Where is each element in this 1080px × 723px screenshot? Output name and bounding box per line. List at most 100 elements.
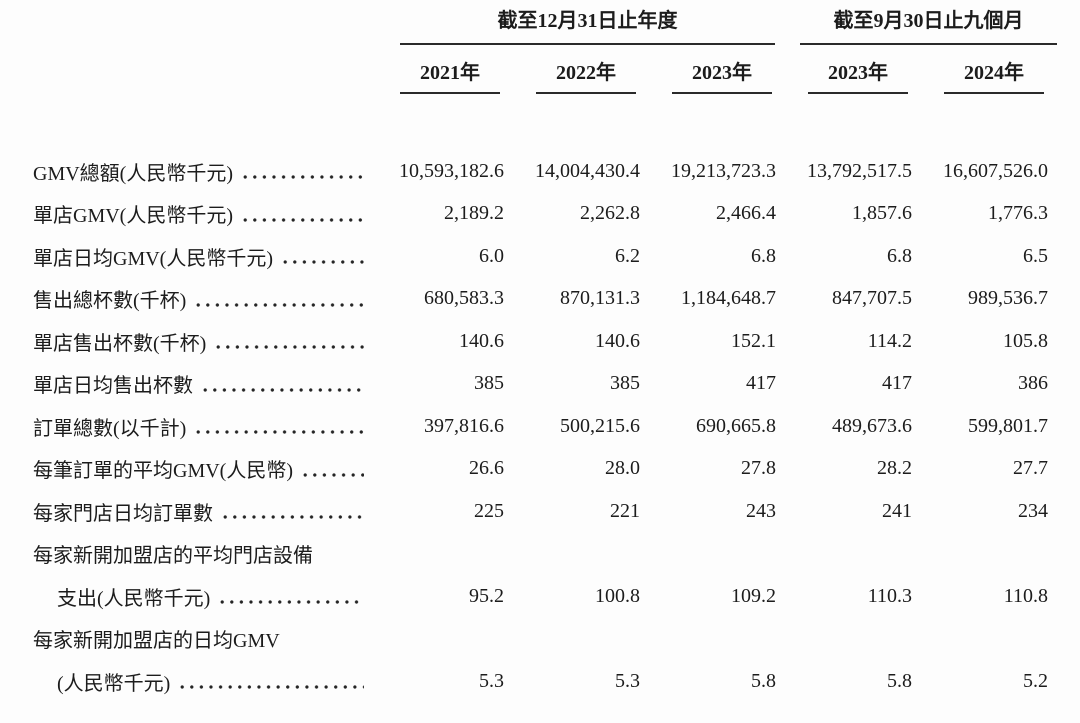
metric-value: 500,215.6 — [560, 414, 640, 437]
dot-leader — [303, 471, 364, 478]
column-header-2023-9m: 2023年 — [808, 60, 908, 94]
row-label: 單店日均GMV(人民幣千元) — [33, 247, 273, 270]
metric-value: 6.0 — [479, 244, 504, 267]
table-row: 訂單總數(以千計) 397,816.6 500,215.6 690,665.8 489,… — [33, 405, 1050, 448]
table-row: 單店售出杯數(千杯) 140.6 140.6 152.1 114.2 105.8 — [33, 320, 1050, 363]
row-label: (人民幣千元) — [57, 672, 171, 695]
metric-value: 6.8 — [887, 244, 912, 267]
row-label: 每家新開加盟店的平均門店設備 — [33, 545, 313, 568]
metric-value: 599,801.7 — [968, 414, 1048, 437]
dot-leader — [243, 174, 364, 181]
table-row: 每家新開加盟店的日均GMV — [33, 618, 1050, 661]
metric-value: 385 — [610, 372, 640, 395]
row-label: 每家門店日均訂單數 — [33, 502, 213, 525]
table-header-groups: 截至12月31日止年度 截至9月30日止九個月 — [33, 8, 1057, 45]
metric-value: 870,131.3 — [560, 287, 640, 310]
metric-value: 13,792,517.5 — [807, 159, 912, 182]
metric-value: 6.5 — [1023, 244, 1048, 267]
metric-value: 1,776.3 — [988, 202, 1048, 225]
table-row: 每家門店日均訂單數 225 221 243 241 234 — [33, 490, 1050, 533]
row-label: 支出(人民幣千元) — [57, 587, 211, 610]
column-group-nine-months-sep30: 截至9月30日止九個月 — [800, 8, 1057, 45]
metric-value: 2,189.2 — [444, 202, 504, 225]
metric-value: 5.2 — [1023, 669, 1048, 692]
metric-value: 95.2 — [469, 584, 504, 607]
metric-value: 5.8 — [751, 669, 776, 692]
table-body: GMV總額(人民幣千元) 10,593,182.6 14,004,430.4 19,2… — [33, 150, 1050, 703]
dot-leader — [223, 514, 364, 521]
row-label: GMV總額(人民幣千元) — [33, 162, 233, 185]
dot-leader — [243, 216, 364, 223]
table-row: 售出總杯數(千杯) 680,583.3 870,131.3 1,184,648.7 84… — [33, 278, 1050, 321]
dot-leader — [180, 684, 364, 691]
metric-value: 19,213,723.3 — [671, 159, 776, 182]
metric-value: 397,816.6 — [424, 414, 504, 437]
metric-value: 1,857.6 — [852, 202, 912, 225]
metric-value: 5.3 — [615, 669, 640, 692]
row-label-cell: 支出(人民幣千元) — [33, 575, 370, 618]
metric-value: 6.2 — [615, 244, 640, 267]
row-label: 單店售出杯數(千杯) — [33, 332, 207, 355]
table-row: 每家新開加盟店的平均門店設備 — [33, 533, 1050, 576]
column-group-title: 截至9月30日止九個月 — [833, 10, 1024, 32]
metric-value: 14,004,430.4 — [535, 159, 640, 182]
header-label-column-spacer — [33, 60, 370, 94]
metric-value: 140.6 — [595, 329, 640, 352]
row-label-cell: 每筆訂單的平均GMV(人民幣) — [33, 448, 370, 491]
metric-value: 5.3 — [479, 669, 504, 692]
metric-value: 6.8 — [751, 244, 776, 267]
row-label: 訂單總數(以千計) — [33, 417, 187, 440]
metric-value: 28.0 — [605, 457, 640, 480]
metric-value: 110.8 — [1003, 584, 1048, 607]
metric-value: 225 — [474, 499, 504, 522]
column-header-2024-9m: 2024年 — [944, 60, 1044, 94]
row-label-cell: 單店日均GMV(人民幣千元) — [33, 235, 370, 278]
metric-value: 140.6 — [459, 329, 504, 352]
table-row: 單店GMV(人民幣千元) 2,189.2 2,262.8 2,466.4 1,857.6… — [33, 193, 1050, 236]
table-row: 每筆訂單的平均GMV(人民幣) 26.6 28.0 27.8 28.2 27.7 — [33, 448, 1050, 491]
metric-value: 10,593,182.6 — [399, 159, 504, 182]
metric-value: 27.7 — [1013, 457, 1048, 480]
row-label: 售出總杯數(千杯) — [33, 290, 187, 313]
metric-value: 16,607,526.0 — [943, 159, 1048, 182]
column-group-title: 截至12月31日止年度 — [497, 10, 678, 32]
metric-value: 221 — [610, 499, 640, 522]
metric-value: 5.8 — [887, 669, 912, 692]
row-label-cell: 單店GMV(人民幣千元) — [33, 193, 370, 236]
row-label-cell: (人民幣千元) — [33, 660, 370, 703]
row-label-cell: 單店日均售出杯數 — [33, 363, 370, 406]
metric-value: 241 — [882, 499, 912, 522]
row-label: 每筆訂單的平均GMV(人民幣) — [33, 460, 293, 483]
table-row: GMV總額(人民幣千元) 10,593,182.6 14,004,430.4 19,2… — [33, 150, 1050, 193]
metric-value: 680,583.3 — [424, 287, 504, 310]
metric-value: 385 — [474, 372, 504, 395]
metric-value: 114.2 — [867, 329, 912, 352]
row-label-cell: 訂單總數(以千計) — [33, 405, 370, 448]
metric-value: 417 — [882, 372, 912, 395]
metric-value: 489,673.6 — [832, 414, 912, 437]
row-label-cell: 每家新開加盟店的平均門店設備 — [33, 533, 370, 576]
metric-value: 2,262.8 — [580, 202, 640, 225]
column-header-2021: 2021年 — [400, 60, 500, 94]
metric-value: 109.2 — [731, 584, 776, 607]
metric-value: 386 — [1018, 372, 1048, 395]
row-label-cell: 每家門店日均訂單數 — [33, 490, 370, 533]
metric-value: 26.6 — [469, 457, 504, 480]
metric-value: 417 — [746, 372, 776, 395]
row-label: 單店GMV(人民幣千元) — [33, 205, 233, 228]
metric-value: 100.8 — [595, 584, 640, 607]
dot-leader — [196, 301, 364, 308]
metric-value: 152.1 — [731, 329, 776, 352]
column-group-year-ended-dec31: 截至12月31日止年度 — [400, 8, 775, 45]
metric-value: 105.8 — [1003, 329, 1048, 352]
row-label-cell: GMV總額(人民幣千元) — [33, 150, 370, 193]
metric-value: 1,184,648.7 — [681, 287, 776, 310]
metric-value: 690,665.8 — [696, 414, 776, 437]
row-label: 每家新開加盟店的日均GMV — [33, 630, 280, 653]
column-header-2022: 2022年 — [536, 60, 636, 94]
dot-leader — [216, 344, 364, 351]
dot-leader — [283, 259, 364, 266]
metric-value: 28.2 — [877, 457, 912, 480]
dot-leader — [196, 429, 364, 436]
